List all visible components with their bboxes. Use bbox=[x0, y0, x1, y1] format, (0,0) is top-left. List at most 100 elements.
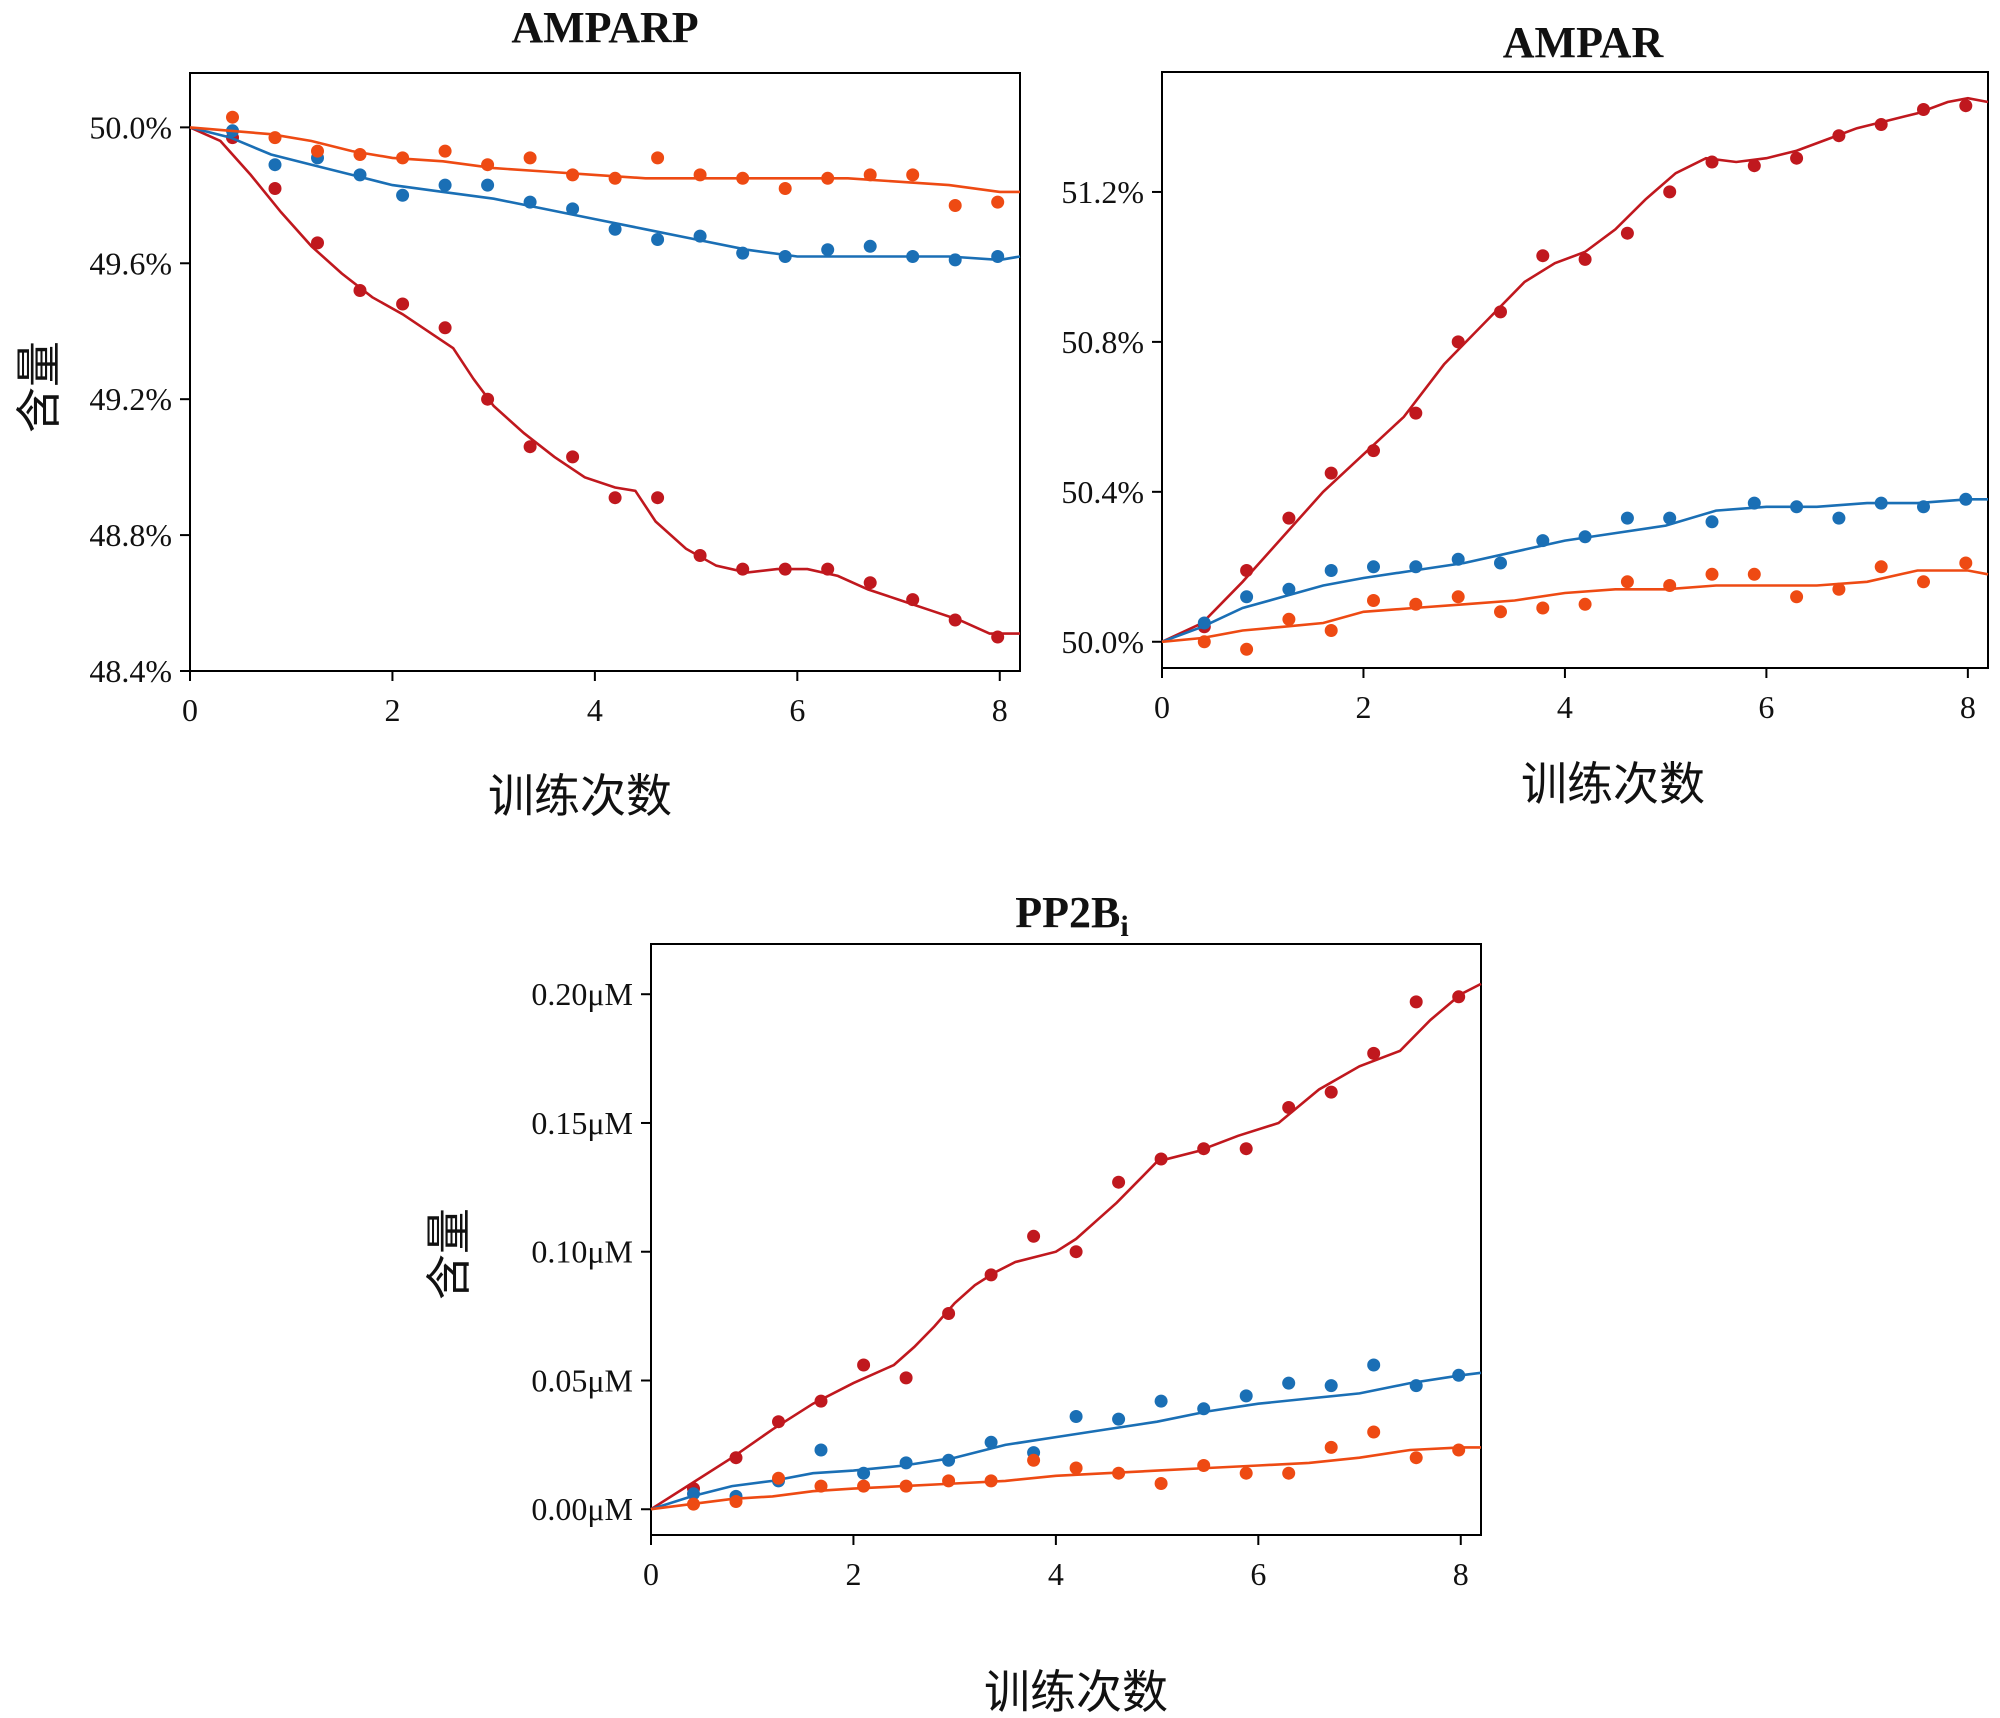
data-point-orange bbox=[1620, 575, 1634, 589]
ampar-panel: AMPAR 训练次数 0 2 4 6 8 51.2% 50.8% 50.4% 50.0% bbox=[1061, 18, 1989, 810]
data-point-blue bbox=[1620, 511, 1634, 525]
data-point-orange bbox=[311, 144, 324, 158]
data-point-blue bbox=[1112, 1412, 1126, 1426]
data-point-blue bbox=[1452, 1368, 1466, 1382]
data-point-blue bbox=[1367, 560, 1380, 574]
data-point-blue bbox=[1663, 511, 1677, 525]
y-tick-label: 50.0% bbox=[89, 109, 172, 145]
data-point-orange bbox=[353, 148, 367, 161]
data-point-orange bbox=[523, 151, 537, 165]
data-point-orange bbox=[1239, 1466, 1253, 1480]
data-point-blue bbox=[1282, 1376, 1296, 1390]
data-point-blue bbox=[608, 222, 622, 236]
data-point-blue bbox=[1239, 1389, 1253, 1403]
data-point-orange bbox=[1409, 1451, 1423, 1465]
data-point-orange bbox=[1282, 1466, 1296, 1480]
data-point-dark-red bbox=[948, 613, 962, 627]
data-point-orange bbox=[942, 1474, 956, 1488]
data-point-orange bbox=[1832, 582, 1846, 596]
data-point-blue bbox=[1705, 515, 1719, 529]
data-point-dark-red bbox=[396, 297, 410, 311]
data-point-dark-red bbox=[1282, 1101, 1296, 1114]
data-point-orange bbox=[1451, 590, 1465, 604]
y-tick-label: 0.10μM bbox=[531, 1234, 633, 1270]
data-point-blue bbox=[651, 233, 665, 246]
data-point-blue bbox=[353, 168, 367, 182]
data-point-blue bbox=[1409, 560, 1423, 574]
data-point-dark-red bbox=[991, 630, 1005, 644]
y-tick-label: 0.15μM bbox=[531, 1105, 633, 1141]
y-tick-label: 50.4% bbox=[1061, 474, 1144, 510]
series-line-blue bbox=[1161, 497, 1988, 644]
data-point-blue bbox=[1747, 496, 1761, 510]
data-point-orange bbox=[1069, 1461, 1083, 1475]
data-point-blue bbox=[1874, 496, 1888, 510]
data-point-blue bbox=[1409, 1379, 1423, 1393]
data-point-dark-red bbox=[1154, 1152, 1168, 1166]
data-point-blue bbox=[1959, 492, 1973, 506]
x-tick-label: 4 bbox=[1557, 689, 1573, 725]
data-point-orange bbox=[736, 171, 750, 185]
data-point-orange bbox=[1240, 642, 1254, 656]
data-point-dark-red bbox=[736, 562, 750, 576]
data-point-orange bbox=[991, 195, 1005, 209]
data-point-dark-red bbox=[1494, 305, 1507, 319]
data-point-dark-red bbox=[863, 576, 877, 590]
data-point-dark-red bbox=[268, 182, 282, 195]
plot-frame bbox=[189, 72, 1021, 672]
y-tick-label: 49.6% bbox=[89, 245, 172, 281]
data-point-dark-red bbox=[1367, 1046, 1381, 1060]
y-tick-label: 50.8% bbox=[1061, 324, 1144, 360]
series-line-dark-red bbox=[189, 126, 1020, 635]
data-point-blue bbox=[821, 243, 835, 257]
data-point-orange bbox=[1874, 560, 1888, 574]
data-point-orange bbox=[899, 1479, 913, 1493]
x-axis-label: 训练次数 bbox=[1521, 759, 1705, 810]
data-point-blue bbox=[1324, 1379, 1338, 1393]
data-point-dark-red bbox=[1959, 99, 1973, 113]
data-point-orange bbox=[1409, 597, 1423, 611]
data-point-dark-red bbox=[1112, 1175, 1126, 1189]
data-point-orange bbox=[268, 131, 282, 145]
series-line-orange bbox=[189, 126, 1020, 194]
series-line-dark-red bbox=[650, 982, 1482, 1511]
data-point-blue bbox=[857, 1466, 871, 1480]
data-point-blue bbox=[1451, 552, 1465, 566]
data-point-orange bbox=[396, 151, 410, 165]
x-tick-label: 8 bbox=[992, 692, 1008, 728]
data-point-dark-red bbox=[984, 1268, 998, 1282]
data-point-dark-red bbox=[311, 236, 324, 250]
data-point-dark-red bbox=[693, 549, 707, 562]
data-point-orange bbox=[729, 1495, 743, 1508]
data-point-orange bbox=[651, 151, 665, 165]
series-line-orange bbox=[1161, 569, 1989, 644]
data-point-blue bbox=[1832, 511, 1846, 525]
data-point-blue bbox=[906, 250, 920, 263]
data-point-blue bbox=[1917, 500, 1930, 514]
data-point-blue bbox=[736, 246, 750, 260]
data-point-dark-red bbox=[1239, 1142, 1253, 1156]
data-point-blue bbox=[1367, 1358, 1381, 1372]
data-point-blue bbox=[899, 1456, 913, 1470]
pp2b-i-panel: PP2Bi 训练次数 含量 0 2 4 6 8 0.20μM 0.15μM 0.10μM 0.0… bbox=[424, 888, 1482, 1718]
series-line-orange bbox=[650, 1446, 1481, 1511]
series-line-dark-red bbox=[1161, 96, 1989, 643]
data-point-dark-red bbox=[1747, 159, 1761, 173]
x-axis-label: 训练次数 bbox=[488, 771, 672, 822]
x-tick-label: 2 bbox=[384, 692, 400, 728]
data-point-orange bbox=[1154, 1477, 1168, 1490]
y-tick-label: 49.2% bbox=[89, 381, 172, 417]
data-point-dark-red bbox=[1240, 564, 1254, 577]
chart-title: AMPAR bbox=[1503, 18, 1665, 67]
data-point-orange bbox=[1536, 601, 1550, 615]
chart-title: AMPARP bbox=[511, 3, 698, 52]
x-tick-label: 4 bbox=[1048, 1556, 1064, 1592]
data-point-dark-red bbox=[1282, 511, 1296, 525]
data-point-blue bbox=[1240, 590, 1254, 604]
plot-frame bbox=[1161, 71, 1989, 669]
data-point-orange bbox=[687, 1497, 700, 1511]
y-tick-label: 48.4% bbox=[89, 653, 172, 689]
data-point-dark-red bbox=[608, 491, 622, 505]
data-point-blue bbox=[268, 158, 282, 172]
x-tick-label: 2 bbox=[1355, 689, 1371, 725]
